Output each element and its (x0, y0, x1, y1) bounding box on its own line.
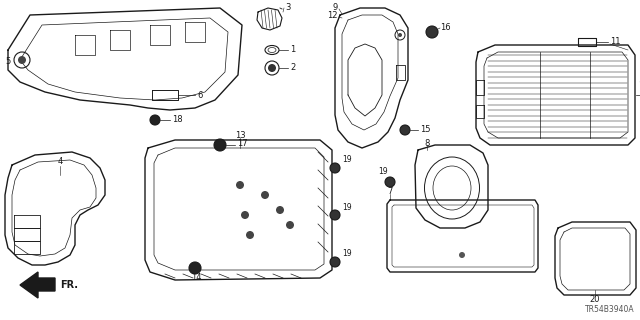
Circle shape (189, 262, 201, 274)
Circle shape (241, 211, 249, 219)
Circle shape (18, 56, 26, 64)
Circle shape (330, 163, 340, 173)
Circle shape (214, 139, 226, 151)
Text: 3: 3 (285, 4, 291, 12)
Text: 11: 11 (610, 37, 621, 46)
Text: 8: 8 (424, 139, 429, 148)
Circle shape (246, 231, 254, 239)
Text: 7: 7 (387, 188, 393, 196)
Circle shape (459, 252, 465, 258)
Circle shape (330, 257, 340, 267)
Text: 19: 19 (342, 250, 351, 259)
Circle shape (398, 33, 402, 37)
Text: 15: 15 (420, 124, 431, 133)
Text: 4: 4 (58, 157, 63, 166)
Text: 18: 18 (172, 116, 182, 124)
Circle shape (276, 206, 284, 214)
Text: 13: 13 (235, 132, 245, 140)
Circle shape (261, 191, 269, 199)
Circle shape (236, 181, 244, 189)
Text: 2: 2 (290, 63, 295, 73)
Text: 1: 1 (290, 45, 295, 54)
Polygon shape (20, 272, 55, 298)
Text: FR.: FR. (60, 280, 78, 290)
Text: 12: 12 (328, 12, 338, 20)
Text: 9: 9 (333, 4, 338, 12)
Text: 17: 17 (237, 139, 248, 148)
Text: 19: 19 (342, 156, 351, 164)
Circle shape (268, 64, 276, 72)
Circle shape (400, 125, 410, 135)
Text: TR54B3940A: TR54B3940A (586, 306, 635, 315)
Text: 19: 19 (342, 203, 351, 212)
Text: 14: 14 (191, 274, 201, 283)
Circle shape (385, 177, 395, 187)
Circle shape (150, 115, 160, 125)
Circle shape (426, 26, 438, 38)
Text: 5: 5 (5, 58, 11, 67)
Text: 20: 20 (589, 295, 600, 305)
Text: 6: 6 (197, 91, 202, 100)
Text: 16: 16 (440, 23, 451, 33)
Circle shape (330, 210, 340, 220)
Circle shape (286, 221, 294, 229)
Text: 19: 19 (378, 167, 388, 177)
Text: 10: 10 (638, 81, 640, 90)
